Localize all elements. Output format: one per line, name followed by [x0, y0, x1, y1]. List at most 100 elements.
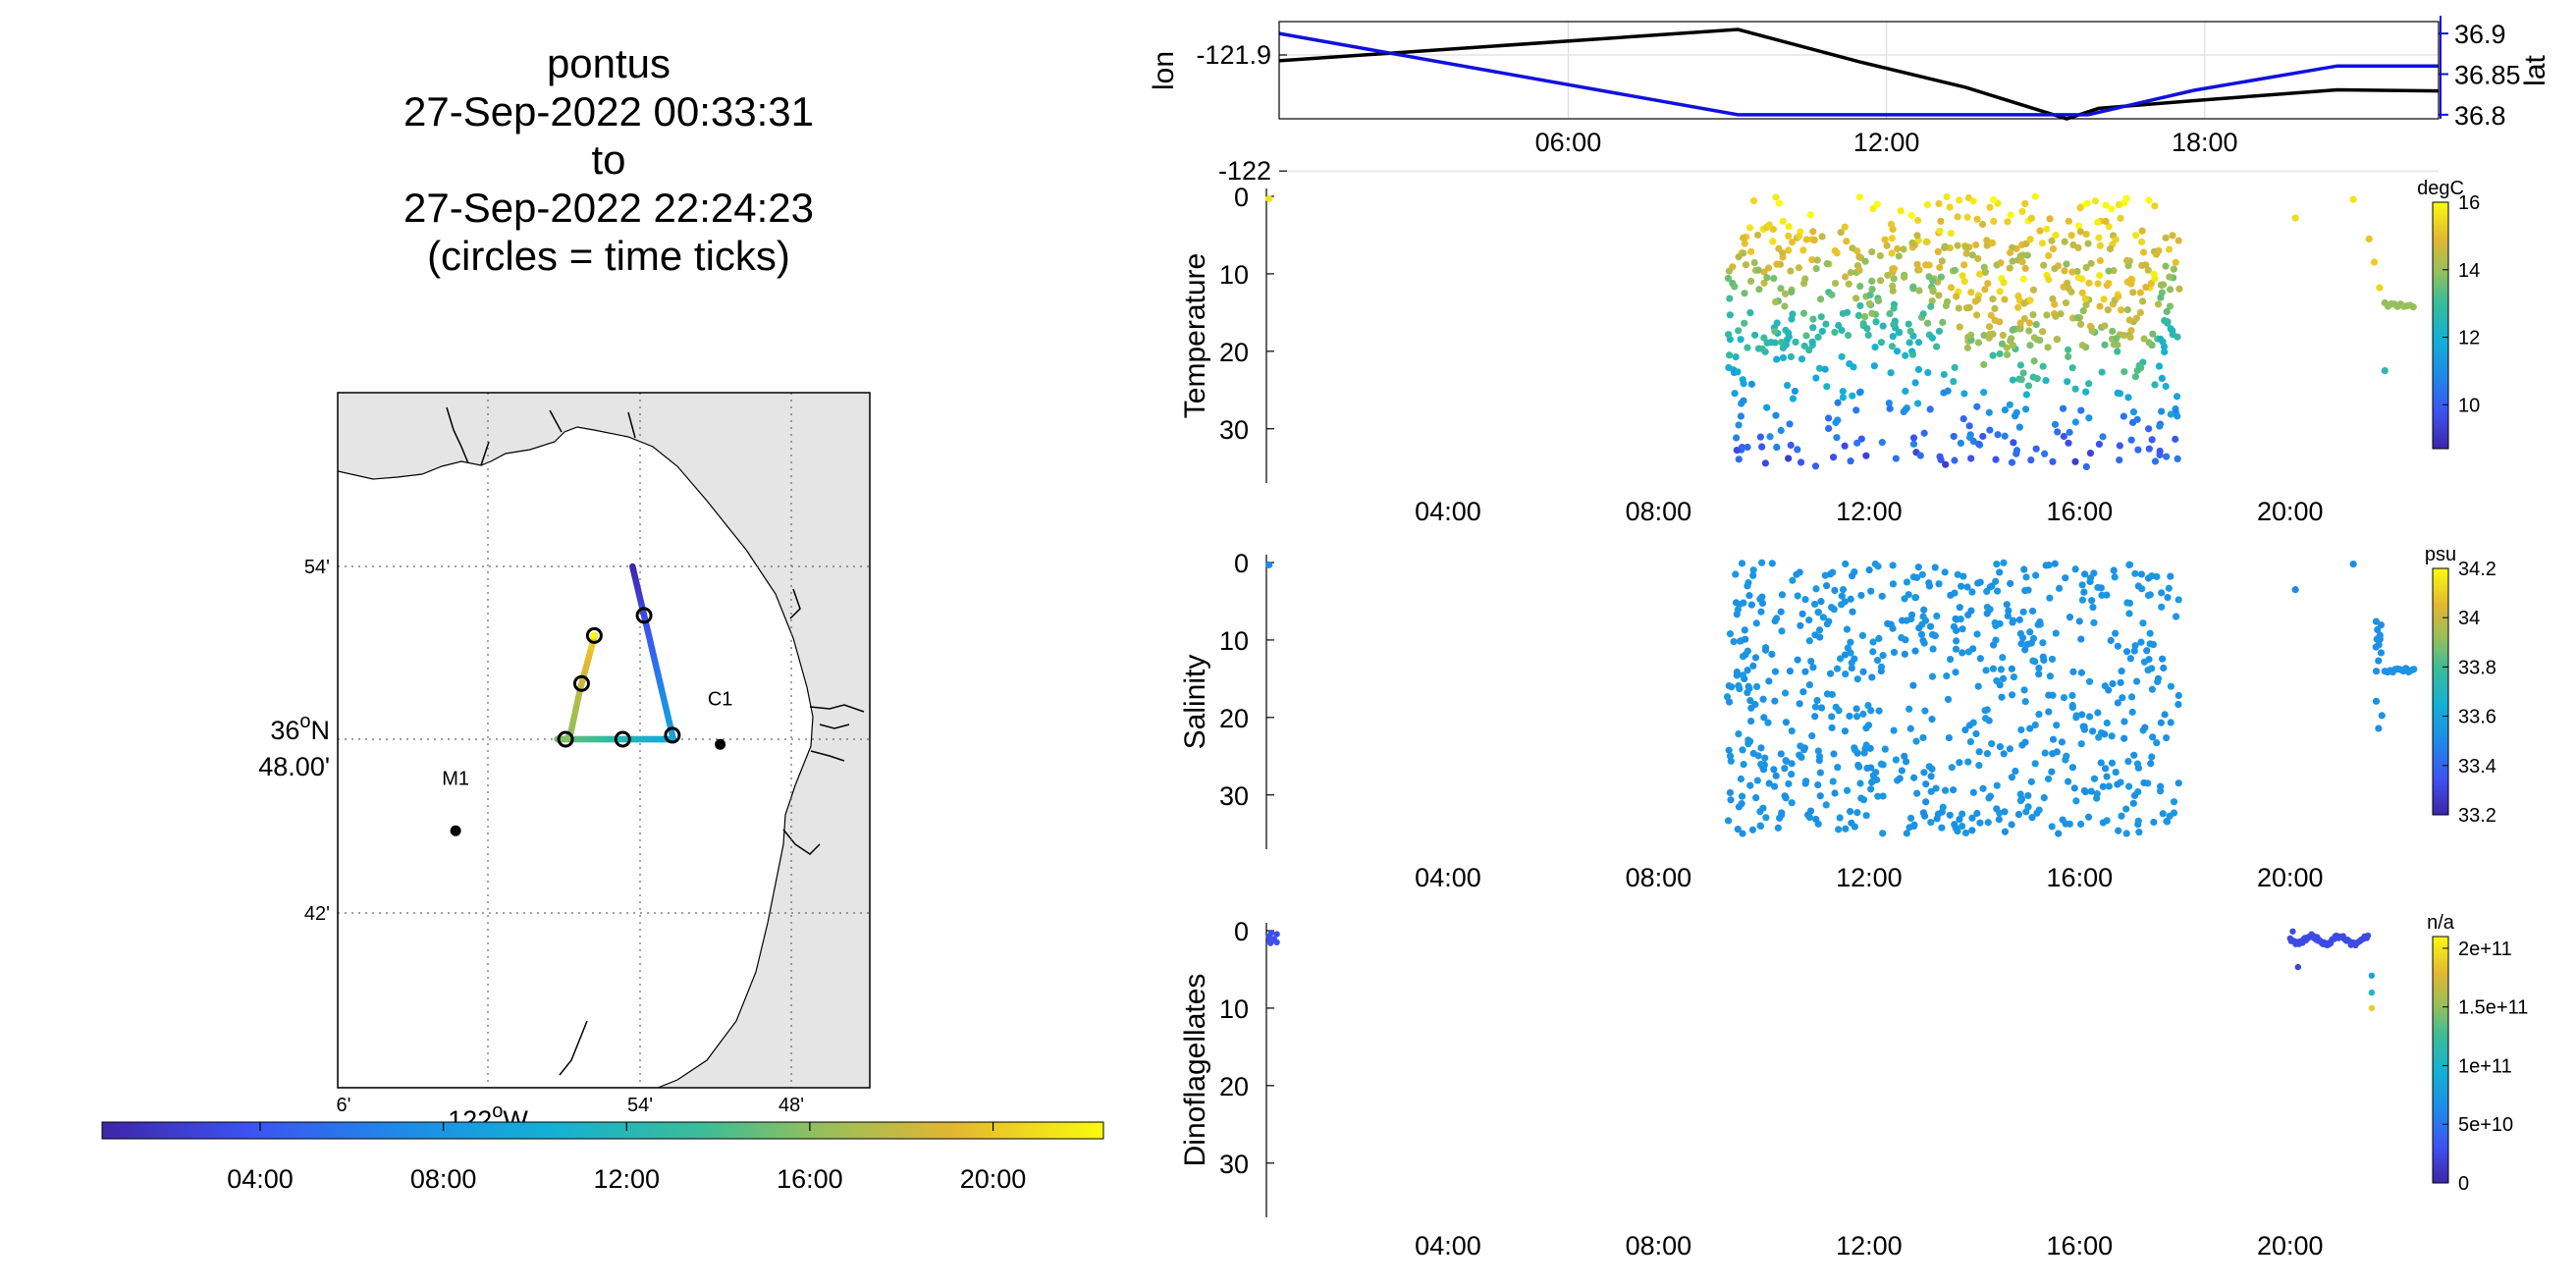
title-line-start: 27-Sep-2022 00:33:31	[402, 88, 814, 134]
temperature-point	[1874, 296, 1883, 305]
salinity-point	[2068, 703, 2076, 712]
temperature-point	[2127, 436, 2135, 444]
temperature-point	[1265, 194, 1273, 202]
salinity-point	[2134, 764, 2143, 772]
temperature-point	[2078, 289, 2086, 296]
salinity-point	[1929, 630, 1937, 639]
temperature-point	[1872, 318, 1880, 326]
salinity-point	[1821, 571, 1829, 579]
salinity-point	[1785, 779, 1793, 788]
salinity-point	[2137, 638, 2145, 646]
salinity-point	[2026, 628, 2034, 636]
temperature-point	[1787, 267, 1795, 275]
temperature-point	[2144, 266, 2152, 274]
station-label-c1: C1	[708, 688, 733, 710]
salinity-point	[1853, 675, 1861, 683]
salinity-point	[1856, 779, 1864, 787]
salinity-point	[2090, 569, 2098, 577]
temperature-panel: 0 10 20 30 04:00 08:00 12:00 16:00 20:00 Temperat…	[1179, 178, 2480, 526]
salinity-point	[2039, 639, 2047, 647]
salinity-point	[1922, 798, 1930, 806]
salinity-point	[1816, 633, 1824, 641]
temperature-point	[1870, 362, 1878, 370]
salinity-point	[1972, 729, 1980, 738]
temperature-y-tick-label: 30	[1219, 415, 1249, 445]
temperature-point	[1913, 260, 1921, 268]
temperature-point	[1997, 259, 2005, 267]
temperature-point	[1839, 394, 1847, 402]
salinity-point	[1735, 729, 1743, 738]
position-series-lat	[1278, 31, 2439, 117]
salinity-point	[1822, 801, 1830, 809]
salinity-point	[1749, 662, 1757, 670]
salinity-point	[2031, 721, 2039, 729]
dinoflagellates-ylabel: Dinoflagellates	[1179, 974, 1211, 1167]
salinity-point	[1828, 690, 1836, 699]
temperature-point	[1779, 249, 1787, 257]
salinity-point	[1994, 587, 2002, 595]
salinity-point	[2053, 722, 2061, 729]
temperature-point	[2074, 243, 2082, 252]
temperature-point	[1808, 338, 1816, 346]
salinity-point	[1811, 713, 1819, 721]
temperature-point	[2046, 215, 2054, 223]
temperature-point	[1861, 312, 1869, 321]
salinity-point	[2148, 685, 2157, 693]
salinity-point	[2008, 665, 2015, 672]
salinity-point	[1738, 792, 1746, 800]
temperature-point	[2102, 201, 2110, 209]
temperature-point	[1785, 232, 1793, 241]
salinity-point	[1992, 636, 2000, 644]
temperature-point	[1886, 404, 1894, 412]
salinity-point	[1950, 786, 1958, 794]
temperature-point	[1967, 331, 1975, 339]
salinity-point	[1993, 561, 2001, 568]
temperature-point	[2174, 455, 2181, 462]
salinity-point	[1868, 673, 1876, 681]
temperature-point	[1855, 266, 1863, 274]
salinity-point	[2170, 809, 2178, 817]
dinoflagellates-colorbar-tick-label: 2e+11	[2458, 939, 2512, 960]
temperature-point	[2068, 268, 2076, 276]
salinity-point	[2118, 812, 2125, 820]
temperature-point	[1823, 383, 1831, 391]
temperature-point	[1887, 220, 1896, 228]
temperature-point	[1852, 295, 1860, 302]
salinity-point	[2170, 798, 2178, 806]
salinity-point	[1764, 719, 1772, 726]
temperature-point	[1735, 421, 1743, 429]
salinity-point	[2149, 640, 2158, 649]
salinity-point	[1788, 799, 1796, 807]
temperature-point	[1732, 353, 1740, 361]
salinity-point	[2070, 784, 2078, 792]
temperature-point	[1996, 349, 2004, 358]
salinity-point	[1826, 670, 1835, 677]
salinity-point	[1829, 778, 1837, 785]
temperature-point	[2000, 279, 2008, 287]
temperature-point	[2163, 307, 2171, 316]
salinity-point	[1855, 763, 1863, 771]
salinity-point	[1958, 582, 1965, 590]
title-line-to: to	[591, 136, 626, 183]
salinity-point	[1726, 630, 1735, 638]
salinity-point	[2088, 727, 2097, 735]
salinity-point	[1953, 626, 1960, 634]
temperature-point	[1782, 290, 1790, 297]
temperature-point	[1940, 370, 1948, 379]
temperature-point	[1902, 351, 1909, 359]
salinity-point	[1859, 796, 1868, 804]
salinity-point	[2080, 723, 2088, 730]
salinity-point	[2028, 814, 2036, 822]
map-panel: 54' 42' 36oN 48.00' 6' 54' 48' 122oW C1M…	[258, 392, 871, 1135]
salinity-point	[1976, 819, 1984, 827]
salinity-point	[1943, 671, 1951, 680]
salinity-point	[2131, 569, 2139, 577]
salinity-point	[1745, 592, 1753, 600]
salinity-point	[1879, 830, 1887, 837]
salinity-point	[1801, 596, 1809, 604]
temperature-point	[1909, 283, 1917, 291]
dinoflagellates-x-tick-label: 20:00	[2257, 1231, 2324, 1261]
temperature-point	[2136, 289, 2144, 296]
salinity-point	[2126, 655, 2134, 663]
map-lat-degree-sign: o	[299, 711, 310, 732]
